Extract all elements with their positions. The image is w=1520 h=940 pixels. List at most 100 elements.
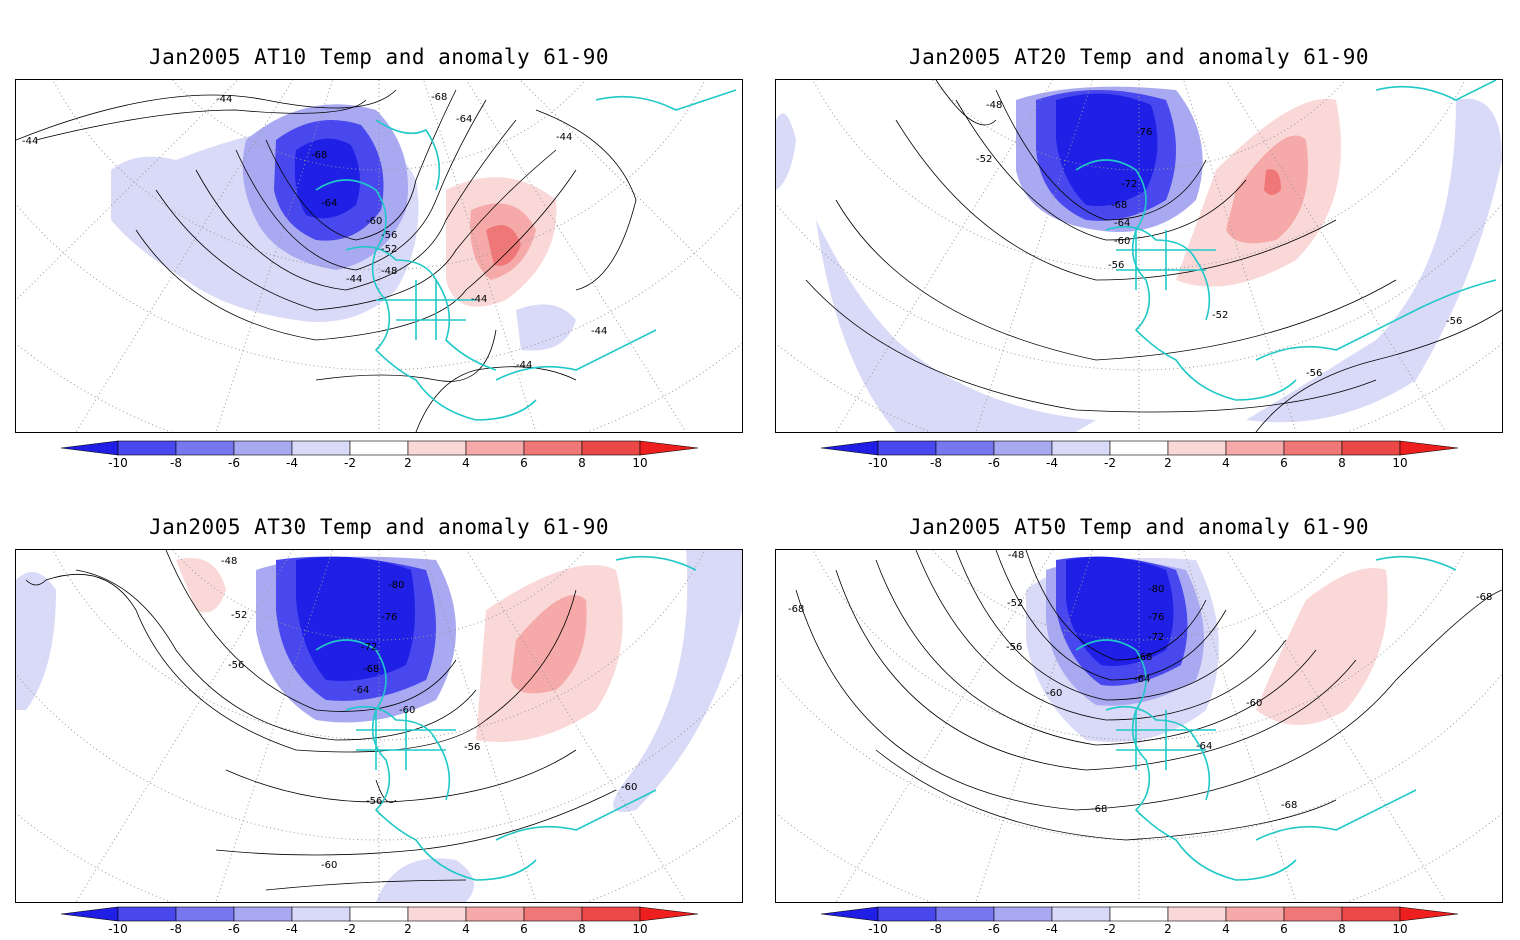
anomaly-pos-strong bbox=[1264, 169, 1281, 195]
colorbar-segment bbox=[1283, 440, 1343, 456]
colorbar-arrow-left bbox=[60, 906, 119, 922]
anomaly-neg-light bbox=[776, 113, 796, 190]
colorbar-segment bbox=[1341, 906, 1401, 922]
colorbar-tick-label: -10 bbox=[108, 456, 128, 470]
contour-label: -60 bbox=[399, 705, 415, 716]
contour-label: -68 bbox=[311, 150, 327, 161]
colorbar-tick-label: 6 bbox=[1280, 922, 1288, 936]
colorbar-segment bbox=[993, 440, 1053, 456]
colorbar-segment bbox=[1051, 440, 1111, 456]
anomaly-neg-side bbox=[516, 304, 576, 351]
colorbar-tick-label: -6 bbox=[228, 456, 240, 470]
colorbar-tick-label: 4 bbox=[1222, 922, 1230, 936]
colorbar-tick-label: -8 bbox=[930, 456, 942, 470]
contour-label: -56 bbox=[1446, 316, 1462, 327]
graticule bbox=[16, 550, 742, 902]
contour-label: -52 bbox=[231, 610, 247, 621]
colorbar: -10 -8 -6 -4 -2 2 4 6 8 10 bbox=[820, 440, 1462, 474]
colorbar-tick-label: 6 bbox=[520, 922, 528, 936]
colorbar-segment bbox=[1167, 906, 1227, 922]
contour-label-group: -48 -52 -56 -80 -76 -72 -68 -64 -60 -56 … bbox=[221, 556, 637, 871]
contour-label: -68 bbox=[363, 664, 379, 675]
colorbar-tick-label: 8 bbox=[578, 922, 586, 936]
map-svg: -48 -52 -76 -72 -68 -64 -60 -56 -52 -56 … bbox=[776, 80, 1502, 432]
anomaly-neg-core bbox=[296, 556, 415, 681]
colorbar-tick-label: 4 bbox=[462, 922, 470, 936]
contour-label-group: -48 -52 -76 -72 -68 -64 -60 -56 -52 -56 … bbox=[976, 100, 1462, 379]
contour-label: -44 bbox=[216, 94, 232, 105]
anomaly-pos-mid bbox=[511, 595, 587, 694]
colorbar-tick-label: 8 bbox=[1338, 922, 1346, 936]
colorbar-tick-label: -2 bbox=[1104, 922, 1116, 936]
map-svg: -44 -44 -68 -64 -44 -68 -64 -60 -56 -52 … bbox=[16, 80, 742, 432]
contour-label: -52 bbox=[1007, 598, 1023, 609]
contours bbox=[805, 80, 1502, 432]
coastlines bbox=[315, 555, 697, 881]
colorbar-tick-label: 2 bbox=[404, 922, 412, 936]
colorbar-segment bbox=[1225, 906, 1285, 922]
contour-label: -48 bbox=[1008, 550, 1024, 561]
coastlines bbox=[1075, 555, 1457, 881]
contour-label-group: -44 -44 -68 -64 -44 -68 -64 -60 -56 -52 … bbox=[22, 92, 607, 371]
colorbar-segment bbox=[935, 906, 995, 922]
contours bbox=[16, 89, 637, 432]
contour-label: -52 bbox=[976, 154, 992, 165]
contour-label: -64 bbox=[353, 685, 369, 696]
contour-label: -72 bbox=[361, 642, 377, 653]
colorbar-tick-label: 10 bbox=[1392, 456, 1408, 470]
colorbar: -10 -8 -6 -4 -2 2 4 6 8 10 bbox=[820, 906, 1462, 940]
contour-label: -56 bbox=[381, 230, 397, 241]
colorbar-tick-label: -6 bbox=[988, 922, 1000, 936]
contour-label: -64 bbox=[321, 198, 337, 209]
colorbar-arrow-right bbox=[639, 440, 699, 456]
contour-label: -48 bbox=[381, 266, 397, 277]
colorbar-tick-label: 10 bbox=[632, 456, 648, 470]
anomaly-neg-light bbox=[16, 572, 56, 710]
contour-label: -44 bbox=[471, 294, 487, 305]
anomaly-neg-light-2 bbox=[613, 550, 742, 812]
graticule bbox=[16, 80, 742, 432]
contour-label: -56 bbox=[1108, 260, 1124, 271]
contour-label: -44 bbox=[22, 136, 38, 147]
anomaly-pos-light bbox=[176, 558, 226, 613]
colorbar-tick-label: 8 bbox=[1338, 456, 1346, 470]
anomaly-neg-light-3 bbox=[1246, 98, 1502, 423]
colorbar-tick-label: 2 bbox=[1164, 456, 1172, 470]
contour-label: -56 bbox=[1306, 368, 1322, 379]
contour-label: -68 bbox=[1281, 800, 1297, 811]
colorbar-tick-label: 4 bbox=[462, 456, 470, 470]
colorbar-tick-label: 4 bbox=[1222, 456, 1230, 470]
contour-label: -56 bbox=[1006, 642, 1022, 653]
colorbar-segment bbox=[349, 440, 409, 456]
colorbar-tick-label: 2 bbox=[404, 456, 412, 470]
contour-label: -76 bbox=[1148, 612, 1164, 623]
coastlines bbox=[1075, 80, 1497, 401]
contour-label: -68 bbox=[1111, 200, 1127, 211]
contour-label: -68 bbox=[1136, 652, 1152, 663]
colorbar-segment bbox=[233, 906, 293, 922]
contour-label: -44 bbox=[591, 326, 607, 337]
colorbar-tick-label: -6 bbox=[228, 922, 240, 936]
colorbar-segment bbox=[407, 906, 467, 922]
colorbar-tick-label: -4 bbox=[1046, 456, 1058, 470]
colorbar-segment bbox=[877, 440, 937, 456]
contour-label: -68 bbox=[1476, 592, 1492, 603]
contour-label: -60 bbox=[366, 216, 382, 227]
colorbar-segment bbox=[1051, 906, 1111, 922]
anomaly-neg-light-2 bbox=[816, 220, 1096, 432]
contour-label: -52 bbox=[381, 244, 397, 255]
colorbar-segment bbox=[175, 906, 235, 922]
coastlines bbox=[315, 89, 737, 421]
contour-label: -60 bbox=[621, 782, 637, 793]
colorbar-tick-label: -6 bbox=[988, 456, 1000, 470]
contour-label: -64 bbox=[1196, 741, 1212, 752]
colorbar-arrow-left bbox=[820, 440, 879, 456]
contour-label: -68 bbox=[788, 604, 804, 615]
colorbar-tick-label: -2 bbox=[1104, 456, 1116, 470]
contour-label: -56 bbox=[366, 796, 382, 807]
colorbar-segment bbox=[877, 906, 937, 922]
colorbar-tick-label: -10 bbox=[108, 922, 128, 936]
colorbar-segment bbox=[581, 906, 641, 922]
colorbar-tick-label: -10 bbox=[868, 456, 888, 470]
anomaly-neg-core bbox=[1066, 556, 1174, 666]
